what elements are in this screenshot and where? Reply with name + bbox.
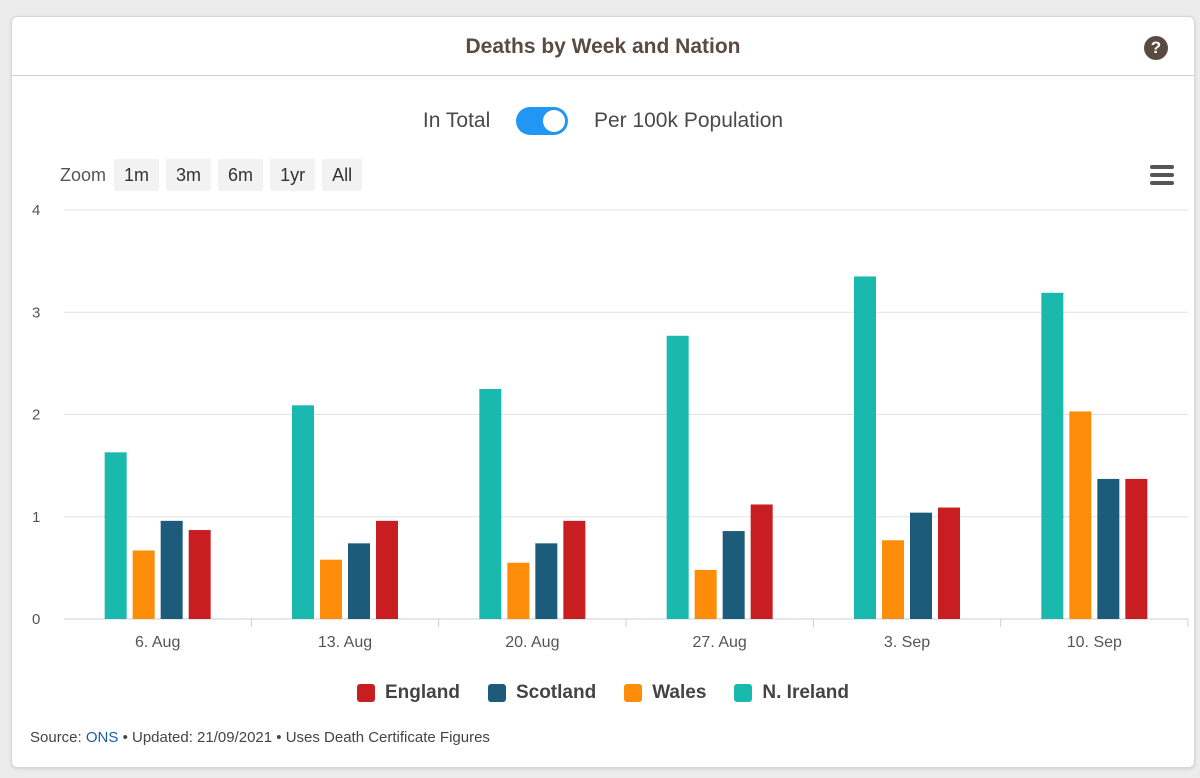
- footer-source-label: Source:: [30, 729, 82, 746]
- bar-england: [188, 530, 211, 619]
- x-tick-label: 3. Sep: [884, 634, 930, 651]
- menu-line: [1150, 165, 1174, 169]
- legend-label: N. Ireland: [762, 682, 849, 703]
- bar-n-ireland: [666, 335, 689, 619]
- x-tick-label: 13. Aug: [318, 634, 372, 651]
- zoom-button-all[interactable]: All: [322, 159, 363, 191]
- bar-wales: [320, 559, 342, 619]
- chart-card: Deaths by Week and Nation ? In Total Per…: [11, 16, 1195, 768]
- toggle-label-in-total[interactable]: In Total: [422, 109, 491, 132]
- bar-n-ireland: [854, 276, 876, 619]
- bar-scotland: [722, 531, 745, 619]
- legend-label: Scotland: [515, 682, 597, 703]
- legend-label: Wales: [652, 682, 707, 703]
- bar-england: [376, 520, 398, 619]
- bar-england: [563, 520, 586, 619]
- bar-wales: [507, 562, 530, 619]
- hamburger-menu-icon[interactable]: [1150, 165, 1174, 185]
- zoom-button-3m[interactable]: 3m: [166, 159, 212, 191]
- chart-title: Deaths by Week and Nation: [465, 35, 741, 58]
- bar-scotland: [348, 543, 370, 619]
- toggle-label-per-100k[interactable]: Per 100k Population: [593, 109, 784, 132]
- legend-swatch: [624, 684, 643, 702]
- population-toggle-switch[interactable]: [516, 107, 569, 135]
- bar-scotland: [160, 520, 183, 619]
- bar-n-ireland: [104, 452, 127, 619]
- legend-item-scotland[interactable]: Scotland: [487, 682, 597, 704]
- x-tick-label: 10. Sep: [1067, 634, 1122, 651]
- zoom-button-1yr[interactable]: 1yr: [270, 159, 316, 191]
- legend-item-wales[interactable]: Wales: [624, 682, 706, 704]
- bar-wales: [882, 540, 904, 619]
- bar-wales: [1069, 411, 1092, 619]
- legend-item-england[interactable]: England: [357, 682, 460, 704]
- y-tick-label: 1: [32, 509, 40, 526]
- bar-wales: [132, 550, 155, 619]
- legend-swatch: [487, 684, 506, 702]
- zoom-label: Zoom: [60, 164, 107, 185]
- menu-line: [1150, 181, 1174, 185]
- zoom-controls: Zoom 1m 3m 6m 1yr All: [60, 159, 369, 191]
- footer-details: • Updated: 21/09/2021 • Uses Death Certi…: [122, 729, 490, 746]
- bar-england: [750, 504, 773, 619]
- menu-line: [1150, 173, 1174, 177]
- y-tick-label: 2: [32, 407, 40, 424]
- x-tick-label: 6. Aug: [135, 634, 180, 651]
- toggle-knob: [543, 110, 566, 132]
- bar-n-ireland: [292, 405, 314, 619]
- question-circle-icon[interactable]: ?: [1144, 36, 1168, 60]
- chart-footer: Source: ONS • Updated: 21/09/2021 • Uses…: [30, 729, 490, 746]
- chart-legend: England Scotland Wales N. Ireland: [12, 682, 1194, 708]
- zoom-button-1m[interactable]: 1m: [114, 159, 160, 191]
- y-tick-label: 4: [32, 202, 40, 219]
- total-per100k-toggle-row: In Total Per 100k Population: [12, 107, 1194, 137]
- bar-england: [938, 507, 960, 619]
- x-tick-label: 20. Aug: [505, 634, 559, 651]
- x-tick-label: 27. Aug: [693, 634, 747, 651]
- bar-n-ireland: [479, 388, 502, 619]
- bar-scotland: [535, 543, 558, 619]
- bar-chart: 0 1 2 3 4 6. Aug 13. Aug 20. Aug 27. Aug 3. Sep 10…: [32, 202, 1189, 651]
- zoom-button-6m[interactable]: 6m: [218, 159, 264, 191]
- legend-swatch: [357, 684, 375, 702]
- bar-n-ireland: [1041, 292, 1064, 619]
- legend-item-n-ireland[interactable]: N. Ireland: [734, 682, 849, 704]
- y-tick-label: 3: [32, 304, 40, 321]
- source-link-ons[interactable]: ONS: [85, 729, 119, 746]
- card-header: Deaths by Week and Nation ?: [12, 17, 1194, 76]
- bar-scotland: [910, 512, 932, 619]
- bar-scotland: [1097, 478, 1120, 619]
- y-tick-label: 0: [32, 611, 40, 628]
- bar-wales: [694, 569, 717, 619]
- bar-england: [1125, 478, 1148, 619]
- legend-swatch: [734, 684, 753, 702]
- legend-label: England: [385, 682, 460, 703]
